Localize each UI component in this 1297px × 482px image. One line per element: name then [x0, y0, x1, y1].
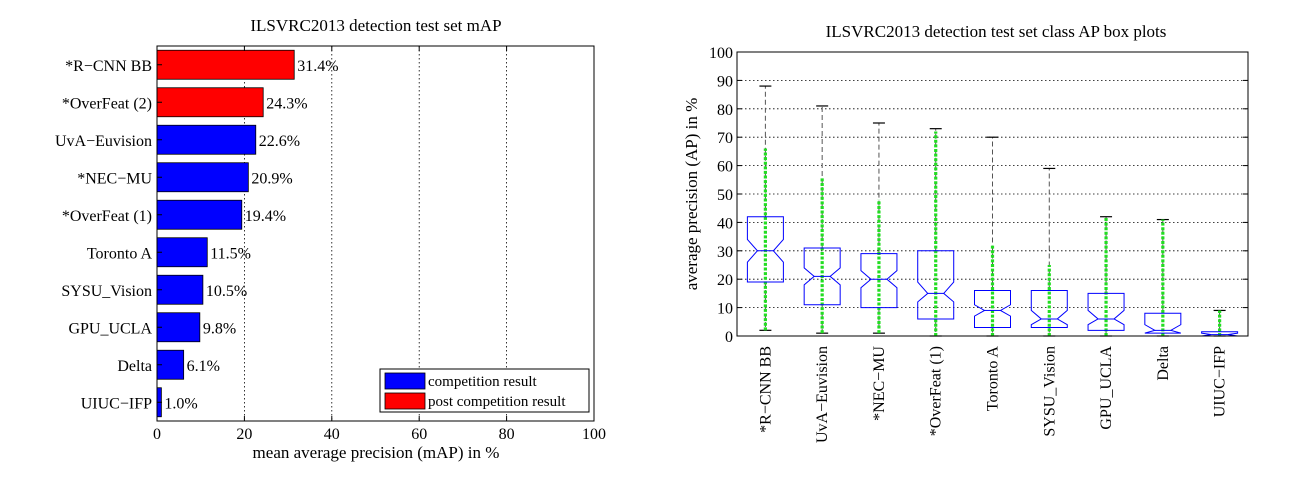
box-plot-ytick-label: 70 [717, 130, 733, 147]
map-bar-chart: ILSVRC2013 detection test set mAP 31.4% *… [55, 16, 606, 462]
box-notched-body [917, 250, 955, 320]
box-3 [917, 128, 955, 337]
bar-chart-xtick-label: 80 [499, 426, 515, 443]
bar-value-label: 10.5% [206, 283, 247, 300]
bar-chart-axes-frame [156, 45, 595, 422]
box-2 [860, 122, 898, 334]
bar-category-label: *OverFeat (1) [62, 208, 152, 225]
box-plot-ytick-label: 90 [717, 73, 733, 90]
legend-swatch-competition [384, 372, 426, 390]
bar-chart-legend: competition result post competition resu… [379, 368, 590, 413]
box-1 [803, 105, 841, 334]
bar-chart-title: ILSVRC2013 detection test set mAP [250, 16, 501, 35]
bar-category-label: Delta [117, 358, 152, 375]
box-category-label: UvA−Euvision [814, 346, 831, 443]
box-category-label: *NEC−MU [871, 346, 888, 421]
bar-chart-xtick-label: 60 [411, 426, 427, 443]
box-category-label: UIUC−IFP [1212, 346, 1229, 417]
box-plot-axes-frame [736, 51, 1249, 337]
box-category-label: GPU_UCLA [1098, 346, 1115, 430]
box-7 [1144, 218, 1182, 337]
bar-value-label: 19.4% [245, 208, 286, 225]
box-plot-ytick-label: 100 [709, 45, 733, 62]
bar-chart-xtick-label: 40 [324, 426, 340, 443]
bar-5 [156, 237, 208, 268]
box-plot-ytick-label: 40 [717, 215, 733, 232]
box-plot-ylabel: average precision (AP) in % [682, 98, 701, 291]
box-plot-ytick-label: 10 [717, 301, 733, 318]
box-plot-ytick-label: 20 [717, 272, 733, 289]
box-category-label: Delta [1155, 346, 1172, 381]
box-notched-body [974, 290, 1011, 328]
legend-label-competition: competition result [428, 374, 538, 390]
box-0 [746, 85, 784, 331]
bar-category-label: *NEC−MU [77, 170, 152, 187]
box-category-label: Toronto A [985, 346, 1002, 412]
box-4 [974, 136, 1011, 337]
bar-chart-xtick-label: 100 [582, 426, 606, 443]
box-plot-title: ILSVRC2013 detection test set class AP b… [826, 22, 1167, 41]
bar-category-label: SYSU_Vision [61, 283, 152, 300]
bar-value-label: 31.4% [297, 58, 338, 75]
box-category-label: SYSU_Vision [1041, 346, 1058, 437]
box-notched-body [746, 216, 784, 283]
box-notched-body [1144, 312, 1182, 334]
box-6 [1087, 216, 1125, 337]
box-plot-ytick-label: 80 [717, 102, 733, 119]
bar-value-label: 22.6% [259, 133, 300, 150]
bar-3 [156, 162, 249, 193]
bar-chart-xtick-label: 20 [236, 426, 252, 443]
box-notched-body [1087, 292, 1125, 331]
legend-label-post-competition: post competition result [428, 394, 566, 410]
ap-box-plot-chart: ILSVRC2013 detection test set class AP b… [682, 22, 1249, 443]
bar-value-label: 24.3% [266, 95, 307, 112]
bar-value-label: 11.5% [210, 245, 251, 262]
bar-7 [156, 312, 201, 343]
bar-value-label: 20.9% [251, 170, 292, 187]
bar-category-label: GPU_UCLA [68, 320, 152, 337]
box-8 [1201, 309, 1239, 337]
bar-chart-xlabel: mean average precision (mAP) in % [253, 443, 500, 462]
bar-category-label: UvA−Euvision [55, 133, 152, 150]
box-plot-ytick-label: 60 [717, 159, 733, 176]
bar-value-label: 9.8% [203, 320, 236, 337]
bar-1 [156, 87, 264, 118]
box-notched-body [803, 247, 841, 306]
bar-category-label: Toronto A [87, 245, 153, 262]
bar-6 [156, 274, 204, 305]
legend-swatch-post-competition [384, 392, 426, 410]
bar-chart-xtick-label: 0 [153, 426, 161, 443]
bar-0 [156, 49, 295, 80]
box-plot-ytick-label: 50 [717, 187, 733, 204]
bar-category-label: *R−CNN BB [65, 58, 152, 75]
bar-2 [156, 124, 257, 155]
bar-value-label: 6.1% [187, 358, 220, 375]
box-5 [1030, 167, 1068, 337]
box-category-label: *R−CNN BB [757, 346, 774, 433]
box-plot-ytick-label: 0 [725, 329, 733, 346]
box-notched-body [1030, 290, 1068, 328]
bar-category-label: *OverFeat (2) [62, 95, 152, 112]
box-plot-ytick-label: 30 [717, 244, 733, 261]
bar-category-label: UIUC−IFP [81, 395, 152, 412]
box-category-label: *OverFeat (1) [928, 346, 945, 436]
box-notched-body [860, 253, 898, 309]
bar-4 [156, 199, 243, 230]
bar-value-label: 1.0% [164, 395, 197, 412]
